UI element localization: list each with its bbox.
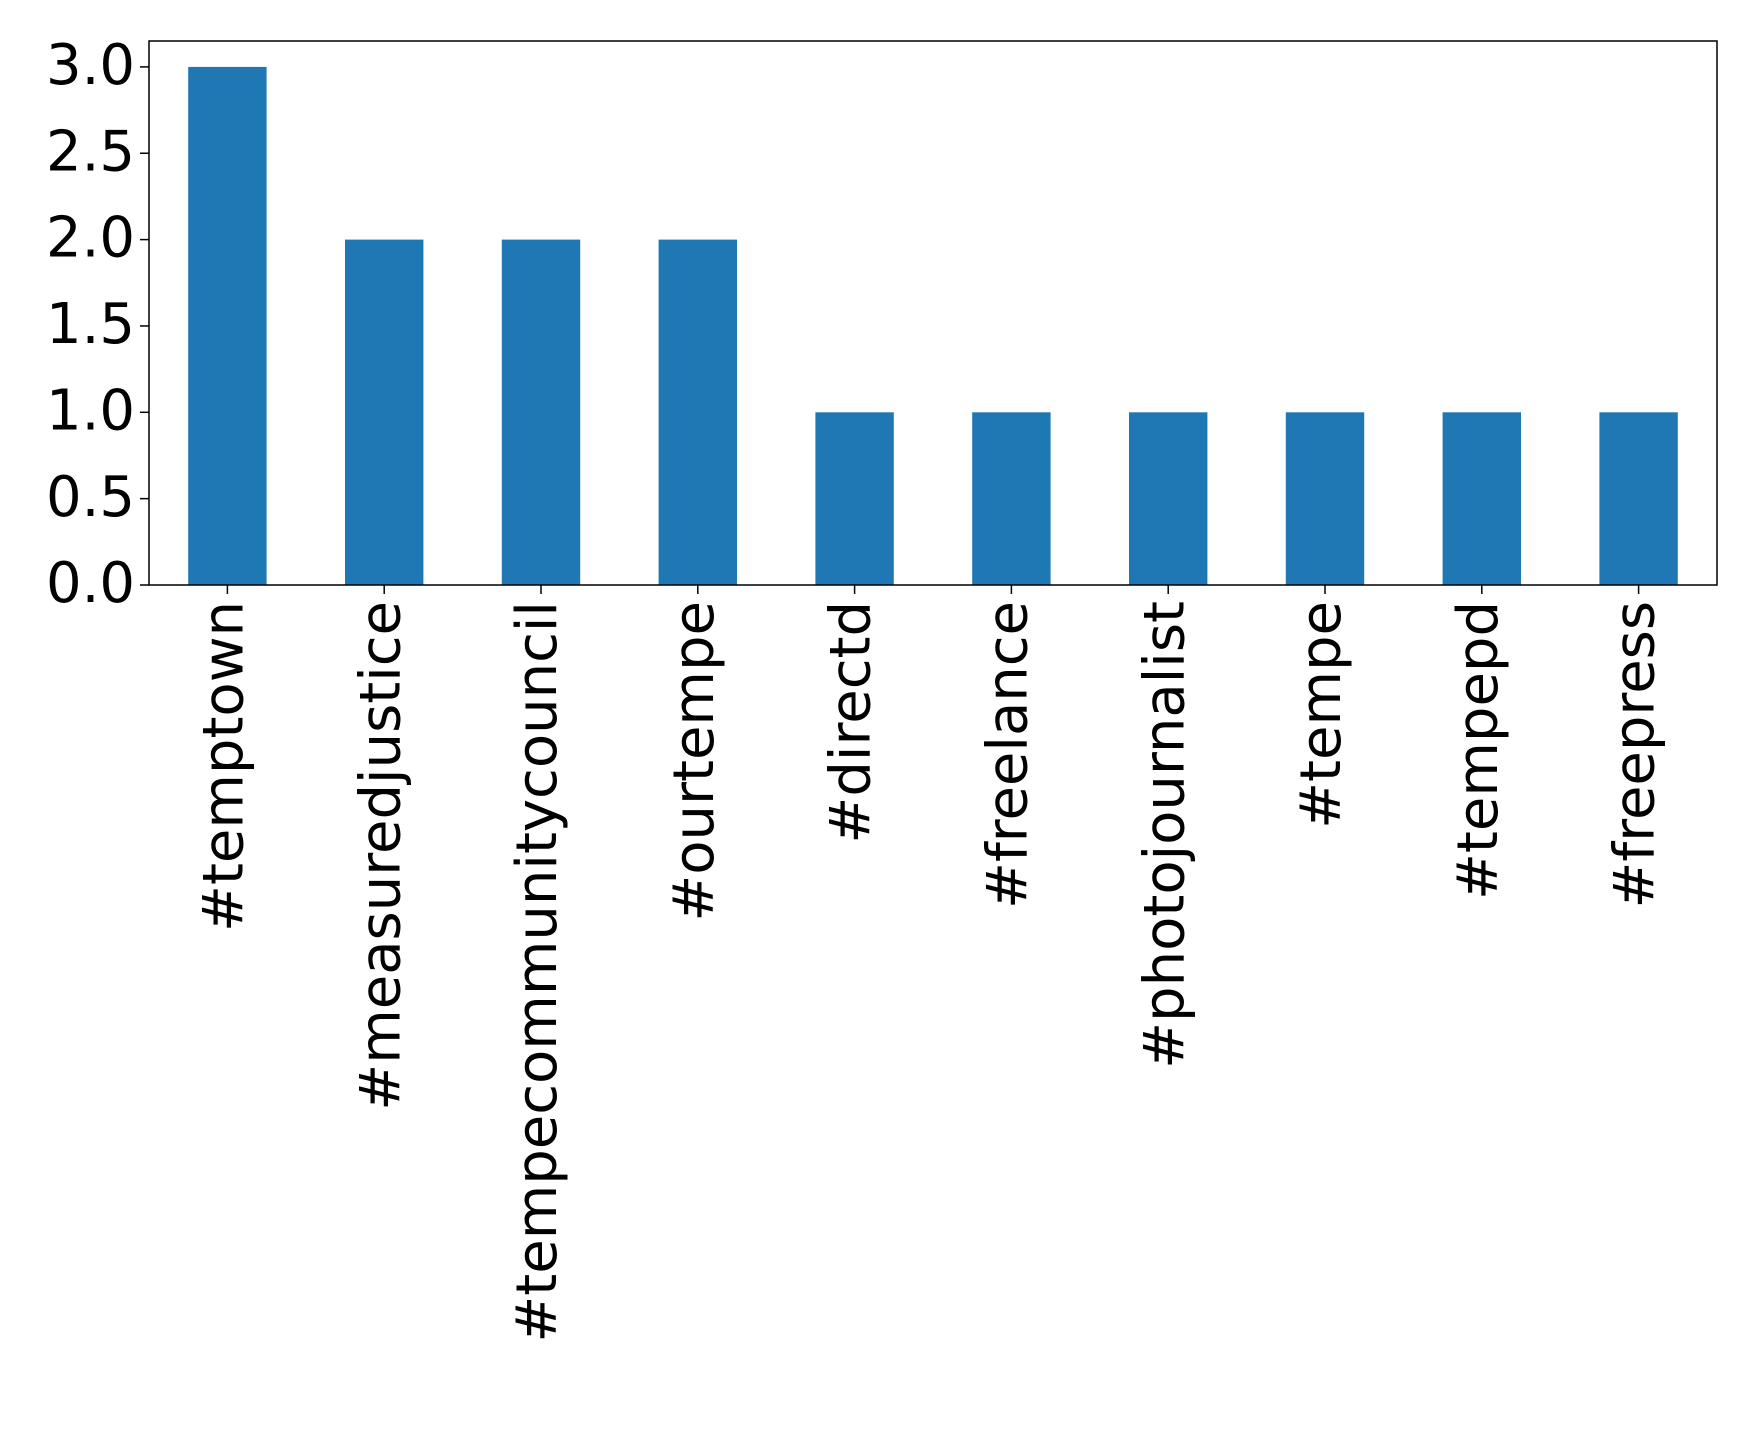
- x-tick-label: #tempecommunitycouncil: [505, 601, 570, 1343]
- bar: [972, 412, 1051, 585]
- bar: [815, 412, 894, 585]
- bar: [1442, 412, 1521, 585]
- bar: [188, 66, 267, 585]
- x-tick-label: #freelance: [976, 601, 1041, 909]
- x-tick-label: #directd: [819, 601, 884, 844]
- plot-frame: [148, 40, 1718, 586]
- bar: [345, 239, 424, 585]
- y-tick-label: 1.5: [46, 292, 135, 357]
- y-tick-label: 1.0: [46, 378, 135, 443]
- x-tick-label: #tempepd: [1446, 601, 1511, 900]
- x-tick-label: #temptown: [192, 601, 257, 932]
- bar: [1285, 412, 1365, 585]
- y-tick-label: 2.0: [46, 206, 135, 271]
- y-tick-label: 3.0: [46, 33, 135, 98]
- y-tick-label: 0.5: [46, 465, 135, 530]
- x-tick-label: #measuredjustice: [348, 601, 413, 1111]
- x-tick-label: #photojournalist: [1132, 601, 1197, 1069]
- x-tick-label: #tempe: [1289, 601, 1354, 829]
- y-tick-label: 2.5: [46, 119, 135, 184]
- x-tick-label: #freepress: [1603, 601, 1668, 908]
- bar: [501, 239, 581, 585]
- y-tick-label: 0.0: [46, 551, 135, 616]
- x-tick-label: #ourtempe: [662, 601, 727, 922]
- bar: [1129, 412, 1208, 585]
- bar: [1599, 412, 1678, 585]
- bar: [658, 239, 737, 585]
